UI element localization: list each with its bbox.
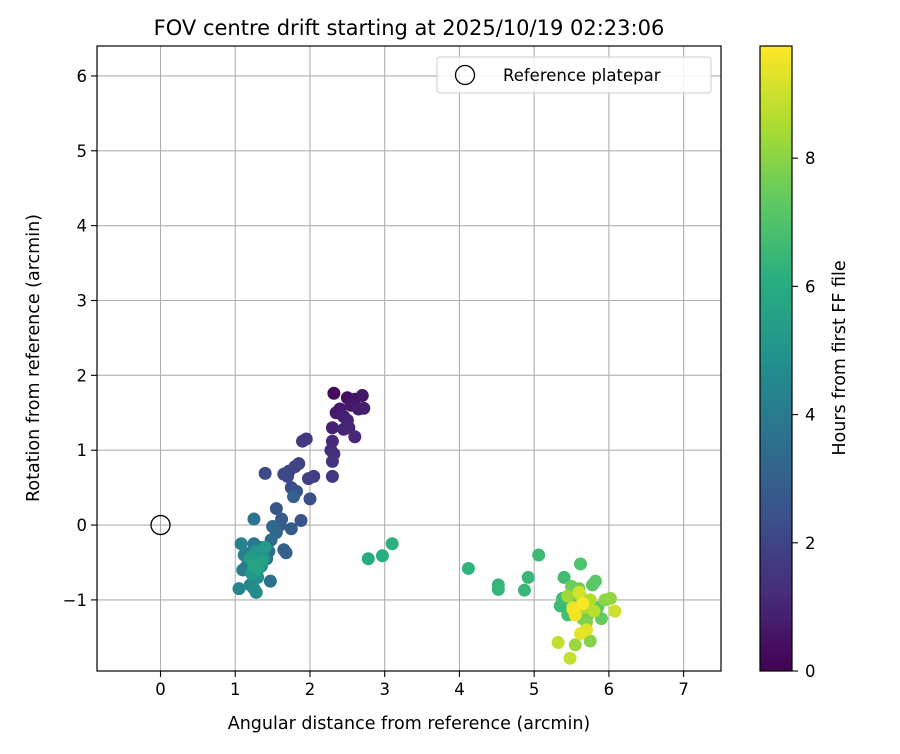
data-point <box>491 582 505 596</box>
data-point <box>232 582 246 596</box>
grid-lines <box>97 46 721 671</box>
data-point <box>603 591 617 605</box>
data-point <box>258 540 272 554</box>
x-tick-label: 7 <box>678 680 689 699</box>
x-tick-label: 1 <box>230 680 241 699</box>
x-tick-label: 3 <box>379 680 390 699</box>
data-point <box>247 559 261 573</box>
legend-label: Reference platepar <box>503 66 661 85</box>
x-tick-label: 2 <box>305 680 316 699</box>
data-point <box>287 490 301 504</box>
legend-open-circle-icon <box>454 64 476 86</box>
data-point <box>247 512 261 526</box>
colorbar-frame <box>759 45 793 672</box>
colorbar-gradient <box>760 46 792 671</box>
data-point <box>327 386 341 400</box>
data-point <box>325 454 339 468</box>
data-point <box>247 582 261 596</box>
x-tick-label: 0 <box>155 680 166 699</box>
data-point <box>325 421 339 435</box>
data-point <box>348 430 362 444</box>
legend-box <box>436 56 712 94</box>
data-point <box>557 570 571 584</box>
x-tick-label: 4 <box>454 680 465 699</box>
reference-point-marker <box>150 514 171 536</box>
data-point <box>325 469 339 483</box>
colorbar-tick-label: 2 <box>805 534 816 553</box>
data-point <box>568 638 582 652</box>
colorbar: 0 2 4 6 8 Hours from first FF file <box>759 45 850 681</box>
colorbar-tick-label: 0 <box>805 662 816 681</box>
colorbar-ticks: 0 2 4 6 8 <box>792 149 816 681</box>
colorbar-tick-label: 8 <box>805 149 816 168</box>
data-point <box>303 492 317 506</box>
data-point <box>608 604 622 618</box>
data-point <box>588 574 602 588</box>
reference-marker-group <box>150 514 171 536</box>
y-tick-label: 2 <box>77 366 88 385</box>
y-tick-label: 3 <box>77 291 88 310</box>
data-point <box>574 557 588 571</box>
data-point <box>561 589 575 603</box>
data-point <box>576 597 590 611</box>
data-point <box>583 634 597 648</box>
data-point <box>279 546 293 560</box>
data-point <box>574 627 588 641</box>
data-point <box>572 585 586 599</box>
data-point <box>269 502 283 516</box>
colorbar-tick-label: 4 <box>805 406 816 425</box>
y-tick-label: 4 <box>77 217 88 236</box>
data-point <box>385 537 399 551</box>
y-tick-label: 1 <box>77 441 88 460</box>
data-point <box>521 570 535 584</box>
data-point <box>299 432 313 446</box>
data-point <box>355 389 369 403</box>
data-point <box>281 469 295 483</box>
y-tick-label: −1 <box>63 591 87 610</box>
colorbar-label: Hours from first FF file <box>830 260 850 455</box>
x-tick-label: 6 <box>604 680 615 699</box>
data-point <box>361 552 375 566</box>
x-axis-label: Angular distance from reference (arcmin) <box>228 714 591 734</box>
data-point <box>461 561 475 575</box>
data-point <box>566 603 580 617</box>
y-axis-ticks: −1 0 1 2 3 4 5 6 <box>63 67 97 610</box>
plot-frame <box>96 45 722 672</box>
x-tick-label: 5 <box>529 680 540 699</box>
chart-title: FOV centre drift starting at 2025/10/19 … <box>154 16 665 40</box>
colorbar-tick-label: 6 <box>805 277 816 296</box>
data-point <box>357 401 371 415</box>
data-point <box>587 604 601 618</box>
data-point <box>258 466 272 480</box>
data-point <box>266 520 280 534</box>
y-axis-label: Rotation from reference (arcmin) <box>24 214 44 502</box>
data-point <box>532 548 546 562</box>
y-tick-label: 6 <box>77 67 88 86</box>
data-point <box>301 472 315 486</box>
data-point <box>517 583 531 597</box>
data-point <box>563 651 577 665</box>
data-point <box>294 514 308 528</box>
data-point <box>284 522 298 536</box>
data-point <box>375 549 389 563</box>
legend: Reference platepar <box>436 56 712 94</box>
y-tick-label: 5 <box>77 142 88 161</box>
data-point <box>263 574 277 588</box>
x-axis-ticks: 0 1 2 3 4 5 6 7 <box>155 671 689 699</box>
data-point <box>551 636 565 650</box>
data-point <box>234 537 248 551</box>
y-tick-label: 0 <box>77 516 88 535</box>
data-points <box>232 386 622 665</box>
